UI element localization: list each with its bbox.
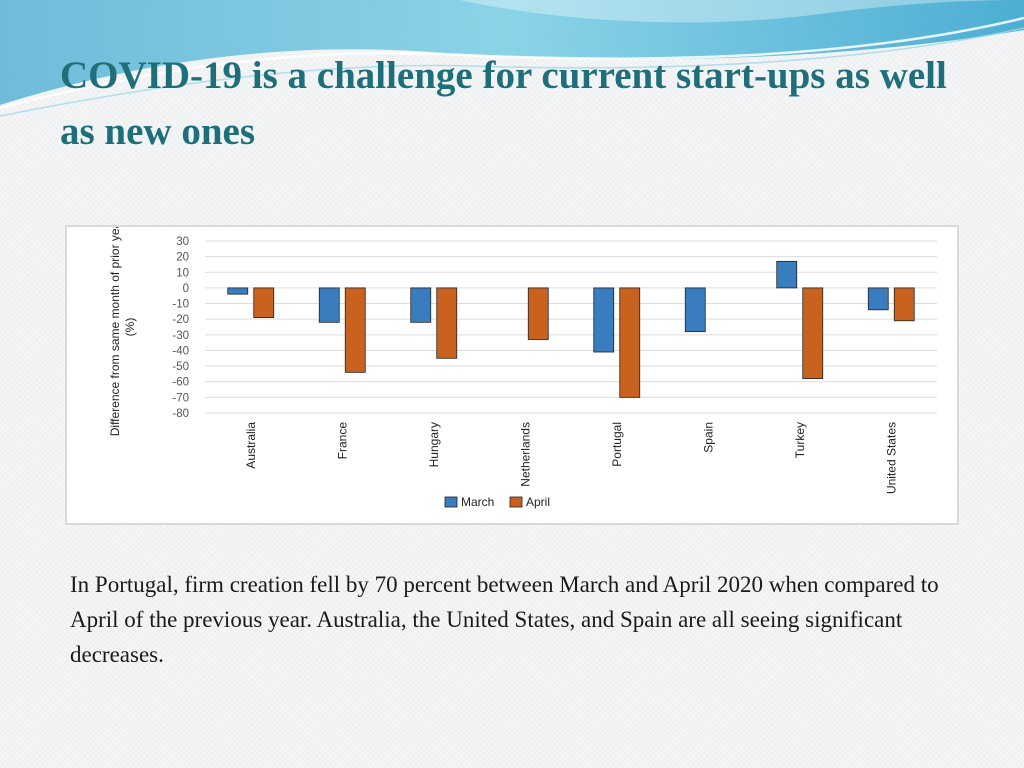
legend-label: March xyxy=(461,495,494,509)
bar-april-netherlands xyxy=(527,287,549,340)
header-wave-decoration xyxy=(0,0,1024,117)
x-tick-label: United States xyxy=(884,422,898,494)
y-tick-label: -60 xyxy=(172,377,189,389)
bar-april-united-states xyxy=(893,287,915,322)
y-tick-label: 10 xyxy=(176,267,189,279)
y-tick-label: 0 xyxy=(183,283,189,295)
y-tick-label: -20 xyxy=(172,314,189,326)
y-tick-label: 30 xyxy=(176,236,189,248)
y-tick-label: -10 xyxy=(172,299,189,311)
slide-caption: In Portugal, firm creation fell by 70 pe… xyxy=(70,572,939,667)
x-tick-label: France xyxy=(335,422,349,460)
bar-march-turkey xyxy=(776,260,798,289)
x-tick-label: Netherlands xyxy=(518,422,532,487)
y-tick-label: -70 xyxy=(172,392,189,404)
x-tick-label: Turkey xyxy=(793,422,807,458)
x-tick-label: Hungary xyxy=(427,422,441,467)
legend-swatch xyxy=(509,496,523,508)
slide-title: COVID-19 is a challenge for current star… xyxy=(60,54,947,153)
bar-march-hungary xyxy=(410,287,432,323)
y-tick-label: -40 xyxy=(172,345,189,357)
x-tick-label: Spain xyxy=(701,422,715,453)
bar-april-france xyxy=(344,287,366,373)
y-tick-label: 20 xyxy=(176,252,189,264)
bar-april-australia xyxy=(253,287,275,319)
x-tick-label: Australia xyxy=(244,422,258,469)
bar-march-united-states xyxy=(867,287,889,311)
bar-chart: 30 20 10 0 -10 -20 -30 -40 -50 -60 -70 -80 Differenc… xyxy=(108,227,937,509)
bar-april-portugal xyxy=(619,287,641,398)
y-tick-label: -80 xyxy=(172,408,189,420)
bar-april-turkey xyxy=(802,287,824,380)
y-axis-label: Difference from same month of prior year… xyxy=(108,227,137,436)
bar-march-portugal xyxy=(593,287,615,353)
legend-swatch xyxy=(444,496,458,508)
y-tick-label: -50 xyxy=(172,361,189,373)
bar-march-france xyxy=(318,287,340,323)
legend-label: April xyxy=(526,495,550,509)
x-tick-label: Portugal xyxy=(610,422,624,467)
bar-april-hungary xyxy=(436,287,458,359)
bar-march-spain xyxy=(684,287,706,333)
y-tick-label: -30 xyxy=(172,330,189,342)
chart-container: 30 20 10 0 -10 -20 -30 -40 -50 -60 -70 -80 Differenc… xyxy=(65,225,959,525)
bar-march-australia xyxy=(227,287,249,295)
